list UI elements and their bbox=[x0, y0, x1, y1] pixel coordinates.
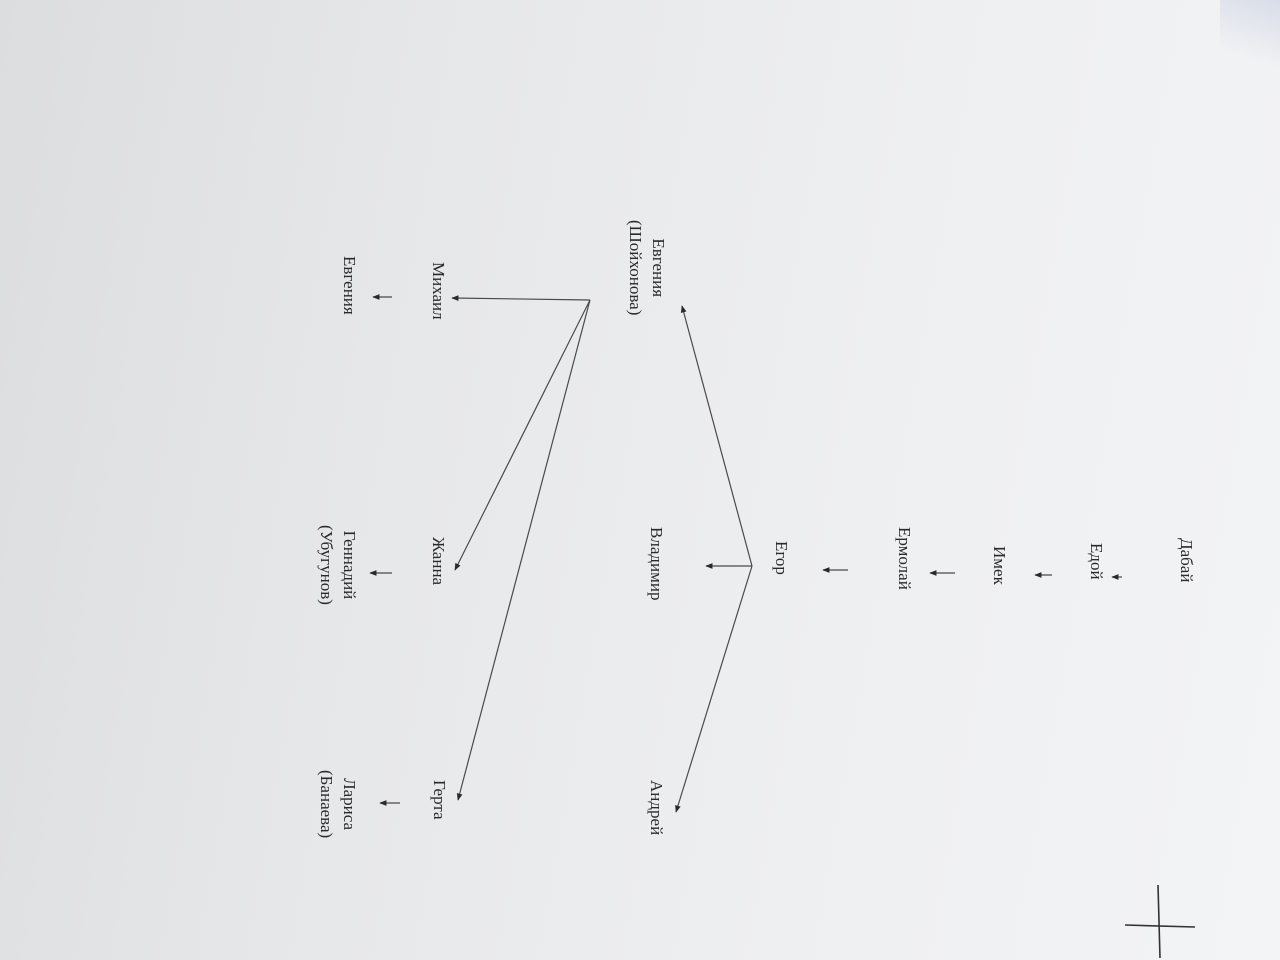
node-vladimir: Владимир bbox=[647, 527, 666, 601]
node-zhanna: Жанна bbox=[429, 537, 448, 586]
edge-evgeniya-gerta bbox=[456, 299, 591, 801]
node-dabai: Дабай bbox=[1177, 538, 1196, 583]
node-imek-name: Имек bbox=[990, 546, 1009, 585]
edge-evgeniya-zhanna bbox=[454, 299, 591, 571]
pen-mark-vertical bbox=[1157, 884, 1161, 959]
node-larisa-name: Лариса bbox=[340, 778, 359, 831]
node-evgeniya-shoikhonova-surname: (Шойхонова) bbox=[626, 220, 645, 316]
node-vladimir-name: Владимир bbox=[647, 527, 666, 601]
node-edoi: Едой bbox=[1087, 543, 1106, 580]
node-larisa: Лариса (Банаева) bbox=[317, 770, 359, 839]
node-evgeniya: Евгения bbox=[340, 256, 359, 315]
node-edoi-name: Едой bbox=[1087, 543, 1106, 580]
node-gennadii-name: Геннадий bbox=[340, 530, 359, 600]
edge-egor-andrei bbox=[675, 565, 753, 813]
node-evgeniya-name: Евгения bbox=[340, 256, 359, 315]
node-andrei: Андрей bbox=[647, 780, 666, 836]
node-evgeniya-shoikhonova-name: Евгения bbox=[649, 238, 668, 298]
node-egor-name: Егор bbox=[772, 541, 791, 575]
node-mikhail-name: Михаил bbox=[429, 262, 448, 320]
edge-egor-evgeniya bbox=[680, 305, 753, 567]
node-gerta: Герта bbox=[430, 780, 449, 820]
node-larisa-surname: (Банаева) bbox=[317, 770, 336, 839]
node-gerta-name: Герта bbox=[430, 780, 449, 820]
page-corner-shadow bbox=[1220, 0, 1280, 80]
node-andrei-name: Андрей bbox=[647, 780, 666, 836]
edge-evgeniya-mikhail bbox=[451, 295, 591, 301]
pen-mark-horizontal bbox=[1124, 924, 1196, 928]
node-evgeniya-shoikhonova: Евгения (Шойхонова) bbox=[626, 220, 668, 316]
node-mikhail: Михаил bbox=[429, 262, 448, 320]
node-dabai-name: Дабай bbox=[1177, 538, 1196, 583]
node-egor: Егор bbox=[772, 541, 791, 575]
node-gennadii-surname: (Убугунов) bbox=[317, 525, 336, 605]
node-gennadii: Геннадий (Убугунов) bbox=[317, 525, 359, 605]
node-imek: Имек bbox=[990, 546, 1009, 585]
node-ermolai-name: Ермолай bbox=[895, 527, 914, 590]
node-ermolai: Ермолай bbox=[895, 527, 914, 590]
node-zhanna-name: Жанна bbox=[429, 537, 448, 586]
